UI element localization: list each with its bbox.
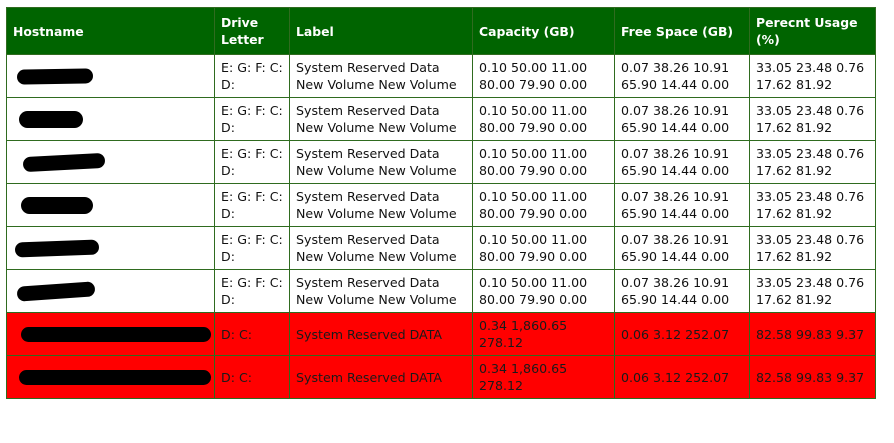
capacity-cell: 0.34 1,860.65 278.12 [472, 312, 615, 356]
label-header: Label [289, 7, 473, 55]
label-cell: System Reserved Data New Volume New Volu… [289, 54, 473, 98]
table-row-alert: D: C: System Reserved DATA 0.34 1,860.65… [6, 355, 876, 399]
label-cell: System Reserved DATA [289, 312, 473, 356]
hostname-redaction [21, 196, 93, 214]
capacity-cell: 0.10 50.00 11.00 80.00 79.90 0.00 [472, 183, 615, 227]
hostname-redaction [21, 326, 211, 342]
percent-usage-cell: 33.05 23.48 0.76 17.62 81.92 [749, 140, 876, 184]
hostname-cell [6, 226, 215, 270]
table-row: E: G: F: C: D: System Reserved Data New … [6, 54, 876, 98]
drive-letter-header: Drive Letter [214, 7, 290, 55]
percent-usage-cell: 33.05 23.48 0.76 17.62 81.92 [749, 97, 876, 141]
hostname-cell [6, 140, 215, 184]
percent-usage-cell: 33.05 23.48 0.76 17.62 81.92 [749, 269, 876, 313]
hostname-header: Hostname [6, 7, 215, 55]
header-row: Hostname Drive Letter Label Capacity (GB… [6, 7, 876, 55]
table-row: E: G: F: C: D: System Reserved Data New … [6, 226, 876, 270]
table-row: E: G: F: C: D: System Reserved Data New … [6, 97, 876, 141]
drive-letter-cell: E: G: F: C: D: [214, 226, 290, 270]
drive-letter-cell: E: G: F: C: D: [214, 54, 290, 98]
hostname-cell [6, 269, 215, 313]
hostname-redaction [22, 152, 106, 172]
hostname-cell [6, 54, 215, 98]
free-space-cell: 0.07 38.26 10.91 65.90 14.44 0.00 [614, 183, 750, 227]
label-cell: System Reserved Data New Volume New Volu… [289, 140, 473, 184]
drive-letter-cell: E: G: F: C: D: [214, 140, 290, 184]
percent-usage-cell: 82.58 99.83 9.37 [749, 312, 876, 356]
capacity-cell: 0.10 50.00 11.00 80.00 79.90 0.00 [472, 269, 615, 313]
label-cell: System Reserved DATA [289, 355, 473, 399]
percent-usage-cell: 82.58 99.83 9.37 [749, 355, 876, 399]
disk-usage-table: Hostname Drive Letter Label Capacity (GB… [6, 7, 876, 399]
hostname-cell [6, 97, 215, 141]
drive-letter-cell: E: G: F: C: D: [214, 183, 290, 227]
drive-letter-cell: E: G: F: C: D: [214, 97, 290, 141]
capacity-cell: 0.10 50.00 11.00 80.00 79.90 0.00 [472, 54, 615, 98]
free-space-cell: 0.07 38.26 10.91 65.90 14.44 0.00 [614, 97, 750, 141]
percent-usage-header: Perecnt Usage (%) [749, 7, 876, 55]
hostname-redaction [16, 67, 94, 85]
hostname-cell [6, 183, 215, 227]
free-space-cell: 0.07 38.26 10.91 65.90 14.44 0.00 [614, 226, 750, 270]
hostname-cell [6, 312, 215, 356]
table-row-alert: D: C: System Reserved DATA 0.34 1,860.65… [6, 312, 876, 356]
drive-letter-cell: E: G: F: C: D: [214, 269, 290, 313]
free-space-cell: 0.07 38.26 10.91 65.90 14.44 0.00 [614, 269, 750, 313]
capacity-cell: 0.10 50.00 11.00 80.00 79.90 0.00 [472, 226, 615, 270]
label-cell: System Reserved Data New Volume New Volu… [289, 183, 473, 227]
free-space-header: Free Space (GB) [614, 7, 750, 55]
label-cell: System Reserved Data New Volume New Volu… [289, 97, 473, 141]
hostname-redaction [16, 280, 96, 302]
label-cell: System Reserved Data New Volume New Volu… [289, 269, 473, 313]
free-space-cell: 0.06 3.12 252.07 [614, 355, 750, 399]
capacity-cell: 0.34 1,860.65 278.12 [472, 355, 615, 399]
percent-usage-cell: 33.05 23.48 0.76 17.62 81.92 [749, 54, 876, 98]
label-cell: System Reserved Data New Volume New Volu… [289, 226, 473, 270]
hostname-cell [6, 355, 215, 399]
table-row: E: G: F: C: D: System Reserved Data New … [6, 140, 876, 184]
capacity-header: Capacity (GB) [472, 7, 615, 55]
free-space-cell: 0.07 38.26 10.91 65.90 14.44 0.00 [614, 140, 750, 184]
hostname-redaction [19, 369, 211, 385]
percent-usage-cell: 33.05 23.48 0.76 17.62 81.92 [749, 183, 876, 227]
drive-letter-cell: D: C: [214, 312, 290, 356]
drive-letter-cell: D: C: [214, 355, 290, 399]
table-row: E: G: F: C: D: System Reserved Data New … [6, 183, 876, 227]
free-space-cell: 0.07 38.26 10.91 65.90 14.44 0.00 [614, 54, 750, 98]
capacity-cell: 0.10 50.00 11.00 80.00 79.90 0.00 [472, 97, 615, 141]
capacity-cell: 0.10 50.00 11.00 80.00 79.90 0.00 [472, 140, 615, 184]
hostname-redaction [19, 110, 83, 128]
percent-usage-cell: 33.05 23.48 0.76 17.62 81.92 [749, 226, 876, 270]
hostname-redaction [14, 239, 100, 257]
free-space-cell: 0.06 3.12 252.07 [614, 312, 750, 356]
table-row: E: G: F: C: D: System Reserved Data New … [6, 269, 876, 313]
